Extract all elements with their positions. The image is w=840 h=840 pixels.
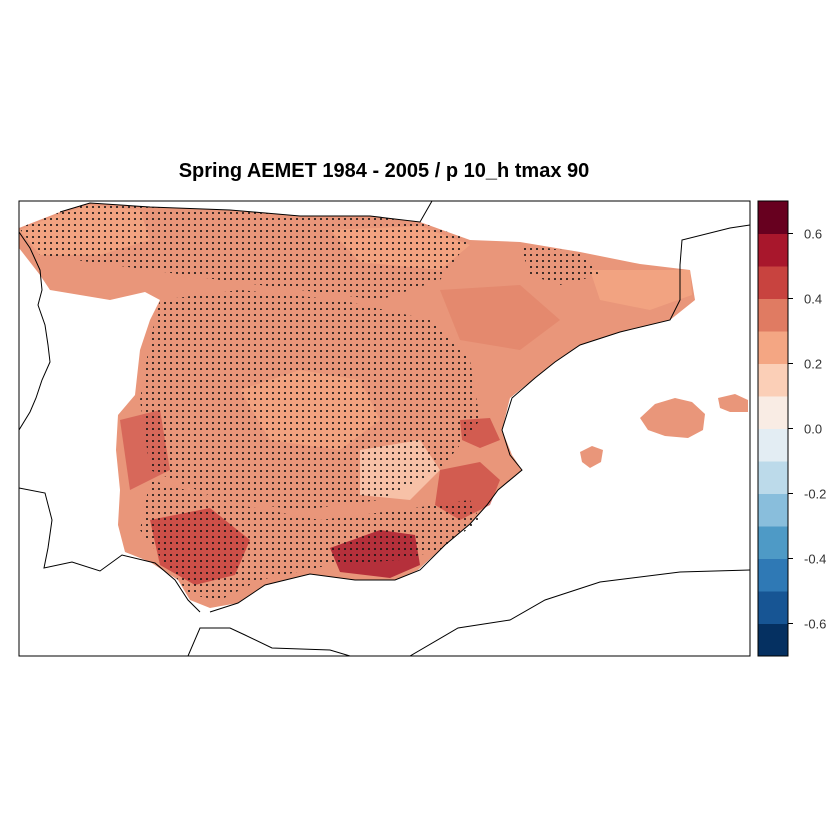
colorbar-tick-label: 0.0: [804, 422, 822, 437]
colorbar-block: [758, 331, 788, 364]
coastlines: [19, 201, 750, 656]
colorbar-block: [758, 526, 788, 559]
colorbar-tick-label: 0.2: [804, 357, 822, 372]
colorbar-tick-label: 0.6: [804, 227, 822, 242]
colorbar-tick-label: -0.4: [804, 552, 826, 567]
colorbar-block: [758, 298, 788, 332]
map-frame: [18, 200, 751, 657]
colorbar-block: [758, 266, 788, 299]
map-title: Spring AEMET 1984 - 2005 / p 10_h tmax 9…: [178, 160, 590, 182]
map-panel: [19, 201, 750, 656]
colorbar-tick-label: -0.2: [804, 487, 826, 502]
colorbar-block: [758, 363, 788, 397]
ibiza-data-field: [580, 446, 603, 468]
colorbar-block: [758, 396, 788, 429]
colorbar-block: [758, 201, 788, 234]
colorbar: -0.6 -0.4 -0.2 0.0 0.2 0.4 0.6: [757, 200, 826, 657]
colorbar-block: [758, 591, 788, 624]
colorbar-block: [758, 493, 788, 527]
mallorca-data-field: [640, 398, 705, 438]
colorbar-block: [758, 428, 788, 462]
menorca-data-field: [718, 394, 748, 412]
stipple-overlay: [19, 203, 600, 600]
colorbar-block: [758, 623, 788, 657]
colorbar-block: [758, 461, 788, 494]
colorbar-block: [758, 558, 788, 592]
colorbar-tick-label: -0.6: [804, 617, 826, 632]
colorbar-tick-label: 0.4: [804, 292, 822, 307]
colorbar-block: [758, 233, 788, 267]
